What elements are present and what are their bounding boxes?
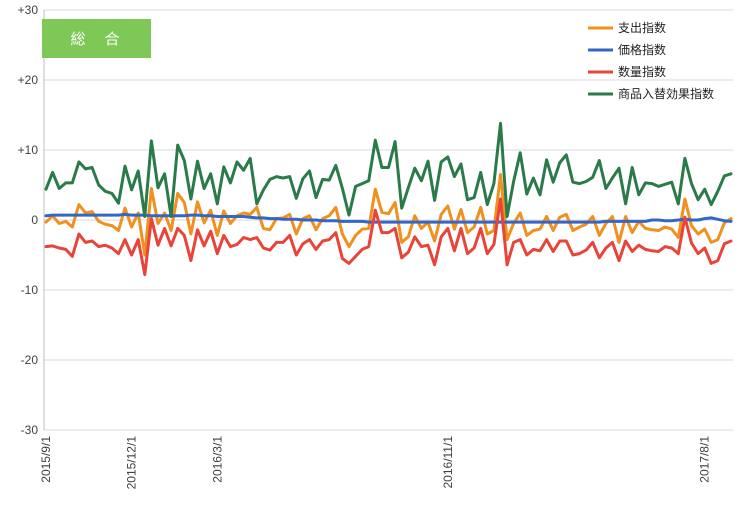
chart-title: 総 合 bbox=[70, 31, 121, 48]
x-tick-label: 2015/9/1 bbox=[39, 436, 53, 483]
x-axis-ticks: 2015/9/1 2015/12/1 2016/3/1 2016/11/1 2017/8… bbox=[39, 436, 712, 490]
x-tick-label: 2016/3/1 bbox=[210, 436, 224, 483]
y-tick-label: +30 bbox=[18, 3, 39, 17]
y-axis-ticks: +30 +20 +10 0 -10 -20 -30 bbox=[18, 3, 39, 437]
series-line bbox=[44, 173, 733, 257]
series-line bbox=[44, 121, 733, 218]
series-lines bbox=[44, 121, 733, 277]
series-line bbox=[44, 212, 733, 224]
y-tick-label: 0 bbox=[31, 213, 38, 227]
y-tick-label: -30 bbox=[21, 423, 39, 437]
x-tick-label: 2016/11/1 bbox=[441, 436, 455, 489]
x-tick-label: 2015/12/1 bbox=[125, 436, 139, 490]
x-tick-label: 2017/8/1 bbox=[698, 436, 712, 483]
legend-label: 商品入替効果指数 bbox=[618, 86, 714, 101]
y-tick-label: +10 bbox=[18, 143, 39, 157]
y-tick-label: -20 bbox=[21, 353, 39, 367]
legend-label: 数量指数 bbox=[618, 64, 666, 79]
series-line bbox=[44, 197, 733, 277]
legend-label: 価格指数 bbox=[618, 42, 666, 57]
chart-title-box bbox=[42, 19, 151, 58]
y-tick-label: +20 bbox=[18, 73, 39, 87]
legend-label: 支出指数 bbox=[618, 20, 666, 35]
y-tick-label: -10 bbox=[21, 283, 39, 297]
